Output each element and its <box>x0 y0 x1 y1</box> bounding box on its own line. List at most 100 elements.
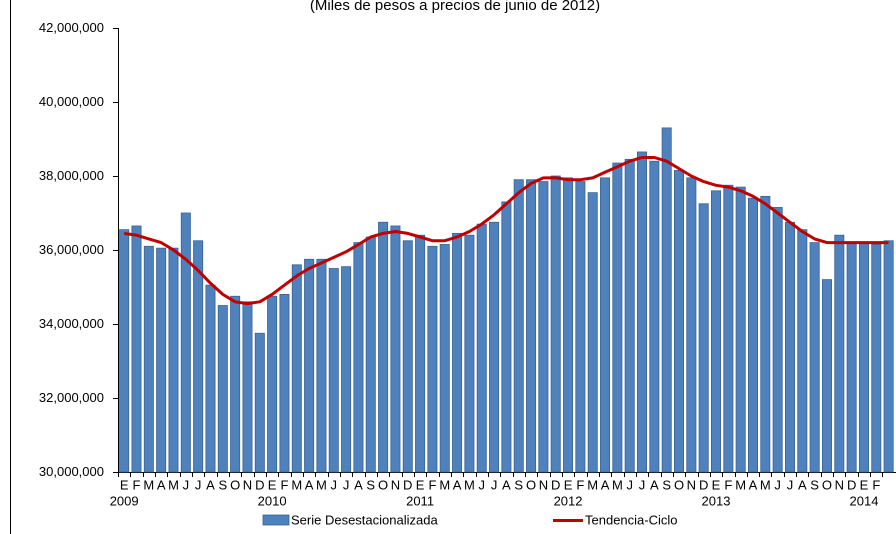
bar <box>427 245 438 473</box>
x-tick-label: M <box>316 477 327 492</box>
x-tick-label: E <box>268 477 277 492</box>
bar <box>353 242 364 473</box>
bar <box>624 158 635 473</box>
bar <box>711 190 722 473</box>
x-tick-label: J <box>195 477 202 492</box>
x-tick-label: M <box>143 477 154 492</box>
bar <box>587 192 598 473</box>
year-label: 2010 <box>258 493 287 508</box>
x-tick-label: E <box>712 477 721 492</box>
bar <box>439 244 450 473</box>
bar <box>254 332 265 473</box>
x-tick-label: A <box>206 477 215 492</box>
year-label: 2009 <box>110 493 139 508</box>
x-tick-label: E <box>120 477 129 492</box>
bar <box>156 247 167 473</box>
x-tick-label: J <box>787 477 794 492</box>
x-tick-label: N <box>243 477 252 492</box>
x-tick-label: A <box>453 477 462 492</box>
y-tick-label: 30,000,000 <box>39 464 104 479</box>
x-tick-label: M <box>587 477 598 492</box>
legend-label: Tendencia-Ciclo <box>585 512 678 527</box>
bar <box>538 181 549 473</box>
x-tick-label: E <box>416 477 425 492</box>
year-label: 2014 <box>850 493 879 508</box>
x-tick-label: D <box>847 477 856 492</box>
bar <box>649 160 660 473</box>
x-tick-label: E <box>860 477 869 492</box>
bar <box>230 295 241 473</box>
x-tick-label: F <box>576 477 584 492</box>
x-tick-label: A <box>502 477 511 492</box>
x-tick-label: S <box>218 477 227 492</box>
bar <box>328 268 339 473</box>
bar <box>735 186 746 473</box>
bar <box>168 247 179 473</box>
x-tick-label: M <box>464 477 475 492</box>
bar <box>205 284 216 473</box>
x-tick-label: J <box>491 477 498 492</box>
x-tick-label: O <box>230 477 240 492</box>
bar <box>291 264 302 473</box>
x-tick-label: S <box>662 477 671 492</box>
bar <box>846 242 857 473</box>
x-tick-label: M <box>439 477 450 492</box>
bar <box>760 195 771 473</box>
bar <box>279 293 290 473</box>
bar <box>747 197 758 473</box>
x-tick-label: A <box>157 477 166 492</box>
x-tick-label: A <box>305 477 314 492</box>
x-tick-label: J <box>774 477 781 492</box>
y-tick-label: 40,000,000 <box>39 94 104 109</box>
year-label: 2011 <box>406 493 434 508</box>
x-tick-label: N <box>391 477 400 492</box>
bar <box>378 221 389 473</box>
bar <box>193 240 204 473</box>
bar <box>131 225 142 473</box>
x-tick-label: J <box>478 477 485 492</box>
x-tick-label: D <box>551 477 560 492</box>
bar <box>526 179 537 473</box>
trend-line <box>123 156 889 306</box>
bar <box>809 242 820 473</box>
x-tick-label: F <box>724 477 732 492</box>
x-tick-label: J <box>639 477 646 492</box>
bar <box>575 181 586 473</box>
x-tick-label: J <box>183 477 190 492</box>
bar <box>143 245 154 473</box>
year-label: 2013 <box>702 493 731 508</box>
bar <box>723 184 734 473</box>
x-tick-label: M <box>291 477 302 492</box>
x-tick-label: F <box>428 477 436 492</box>
x-tick-label: S <box>810 477 819 492</box>
bar <box>883 240 894 473</box>
y-tick-label: 32,000,000 <box>39 390 104 405</box>
bar <box>489 221 500 473</box>
x-tick-label: J <box>331 477 338 492</box>
y-tick-label: 42,000,000 <box>39 20 104 35</box>
x-tick-label: F <box>280 477 288 492</box>
bar <box>661 127 672 473</box>
bar <box>821 279 832 473</box>
x-tick-label: N <box>835 477 844 492</box>
bar <box>834 234 845 473</box>
x-tick-label: E <box>564 477 573 492</box>
bar <box>674 170 685 473</box>
x-tick-label: O <box>822 477 832 492</box>
x-tick-label: N <box>539 477 548 492</box>
bar <box>871 244 882 473</box>
bar <box>415 234 426 473</box>
bar <box>304 258 315 473</box>
bar <box>797 229 808 473</box>
y-tick-label: 34,000,000 <box>39 316 104 331</box>
x-tick-label: O <box>378 477 388 492</box>
bar <box>501 201 512 473</box>
bar <box>242 301 253 473</box>
chart-title: (Miles de pesos a precios de junio de 20… <box>310 0 600 14</box>
x-tick-label: S <box>514 477 523 492</box>
legend-swatch <box>262 514 290 526</box>
bar <box>563 177 574 473</box>
bar <box>476 223 487 473</box>
bar <box>452 232 463 473</box>
